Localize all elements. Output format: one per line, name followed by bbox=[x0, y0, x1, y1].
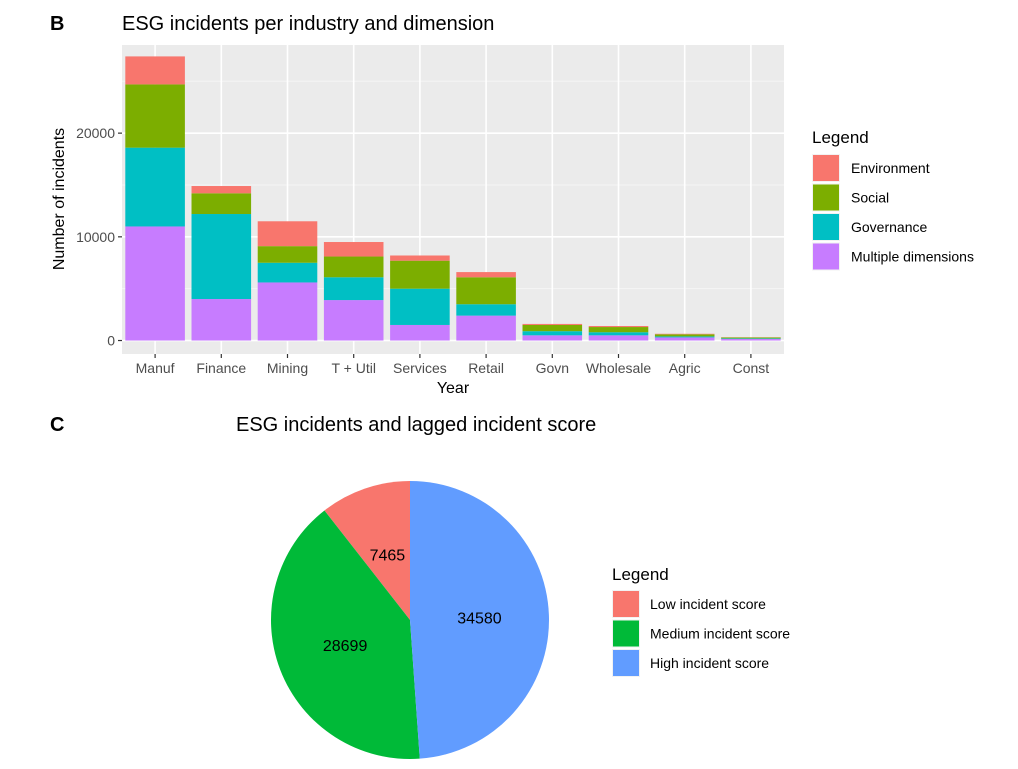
legend-swatch bbox=[613, 620, 639, 647]
x-tick-label: Retail bbox=[468, 360, 504, 376]
bar-services-governance bbox=[390, 288, 450, 325]
legend-label: Social bbox=[851, 190, 889, 206]
panel-letter-c: C bbox=[50, 414, 64, 436]
x-tick-label: Finance bbox=[196, 360, 246, 376]
legend-swatch bbox=[613, 650, 639, 676]
bar-agric-social bbox=[654, 334, 715, 337]
bar-retail-multiple-dimensions bbox=[456, 315, 516, 341]
x-tick-label: Manuf bbox=[136, 360, 175, 376]
bar-retail-social bbox=[456, 277, 516, 305]
bar-finance-environment bbox=[191, 186, 252, 194]
bar-const-social bbox=[721, 337, 781, 339]
pie-slice-label: 34580 bbox=[457, 611, 502, 628]
legend-label: High incident score bbox=[650, 655, 769, 671]
bar-agric-multiple-dimensions bbox=[654, 337, 715, 341]
panel-letter-b: B bbox=[50, 13, 64, 35]
bar-t-util-environment bbox=[323, 242, 384, 257]
legend-label: Medium incident score bbox=[650, 626, 790, 642]
bar-t-util-governance bbox=[323, 277, 384, 301]
bar-govn-governance bbox=[522, 331, 583, 336]
legend-swatch bbox=[813, 155, 839, 181]
legend-label: Low incident score bbox=[650, 596, 766, 612]
bar-y-axis-title: Number of incidents bbox=[51, 128, 68, 270]
legend-swatch bbox=[813, 243, 839, 270]
x-tick-label: Const bbox=[733, 360, 770, 376]
bar-x-ticks: Manuf Finance Mining T + Util Services Retail… bbox=[136, 354, 770, 376]
bar-services-social bbox=[390, 260, 450, 289]
bar-finance-social bbox=[191, 193, 252, 215]
y-tick-label: 20000 bbox=[76, 125, 115, 141]
x-tick-label: Services bbox=[393, 360, 447, 376]
bar-finance-governance bbox=[191, 214, 252, 300]
pie-slice-label: 28699 bbox=[323, 638, 368, 655]
legend-label: Governance bbox=[851, 219, 927, 235]
pie-chart-title: ESG incidents and lagged incident score bbox=[236, 414, 596, 436]
x-tick-label: Mining bbox=[267, 360, 308, 376]
y-tick-label: 0 bbox=[107, 333, 115, 349]
pie-slice-high-incident-score bbox=[410, 481, 549, 759]
legend-label: Multiple dimensions bbox=[851, 249, 974, 265]
bar-wholesale-social bbox=[588, 327, 649, 333]
bar-mining-multiple-dimensions bbox=[257, 282, 318, 341]
bar-retail-environment bbox=[456, 272, 516, 278]
bar-marks bbox=[125, 56, 781, 341]
bar-govn-environment bbox=[522, 323, 583, 325]
y-tick-label: 10000 bbox=[76, 229, 115, 245]
x-tick-label: Wholesale bbox=[586, 360, 652, 376]
pie-marks: 7465 28699 34580 bbox=[271, 481, 549, 759]
bar-agric-environment bbox=[654, 333, 715, 335]
x-tick-label: T + Util bbox=[331, 360, 375, 376]
bar-wholesale-multiple-dimensions bbox=[588, 335, 649, 341]
bar-agric-governance bbox=[654, 336, 715, 338]
pie-slice-medium-incident-score bbox=[271, 510, 420, 759]
bar-manuf-multiple-dimensions bbox=[125, 226, 185, 341]
bar-const-multiple-dimensions bbox=[721, 338, 781, 341]
bar-legend: Environment Social Governance Multiple dime… bbox=[812, 154, 974, 271]
pie-slice-label: 7465 bbox=[370, 547, 406, 564]
bar-y-ticks: 0 10000 20000 bbox=[76, 125, 122, 349]
bar-wholesale-governance bbox=[588, 332, 649, 336]
legend-swatch bbox=[813, 184, 839, 211]
legend-label: Environment bbox=[851, 160, 930, 176]
x-tick-label: Govn bbox=[536, 360, 569, 376]
bar-manuf-social bbox=[125, 84, 185, 148]
x-tick-label: Agric bbox=[669, 360, 701, 376]
pie-slice-low-incident-score bbox=[324, 481, 410, 620]
bar-mining-social bbox=[257, 246, 318, 263]
bar-mining-governance bbox=[257, 262, 318, 283]
pie-legend-title: Legend bbox=[612, 565, 669, 584]
bar-finance-multiple-dimensions bbox=[191, 299, 252, 341]
bar-govn-multiple-dimensions bbox=[522, 335, 583, 341]
bar-t-util-social bbox=[323, 256, 384, 278]
legend-swatch bbox=[613, 591, 639, 617]
bar-govn-social bbox=[522, 324, 583, 332]
pie-legend: Low incident score Medium incident score H… bbox=[612, 590, 790, 677]
bar-wholesale-environment bbox=[588, 326, 649, 328]
bar-chart-title: ESG incidents per industry and dimension bbox=[122, 13, 494, 35]
bar-manuf-governance bbox=[125, 147, 185, 227]
bar-legend-title: Legend bbox=[812, 128, 869, 147]
bar-manuf-environment bbox=[125, 56, 185, 85]
bar-mining-environment bbox=[257, 221, 318, 247]
legend-swatch bbox=[813, 214, 839, 240]
bar-t-util-multiple-dimensions bbox=[323, 300, 384, 341]
bar-services-environment bbox=[390, 255, 450, 261]
bar-services-multiple-dimensions bbox=[390, 324, 450, 341]
bar-const-governance bbox=[721, 338, 781, 339]
bar-x-axis-title: Year bbox=[437, 380, 470, 397]
bar-retail-governance bbox=[456, 304, 516, 316]
